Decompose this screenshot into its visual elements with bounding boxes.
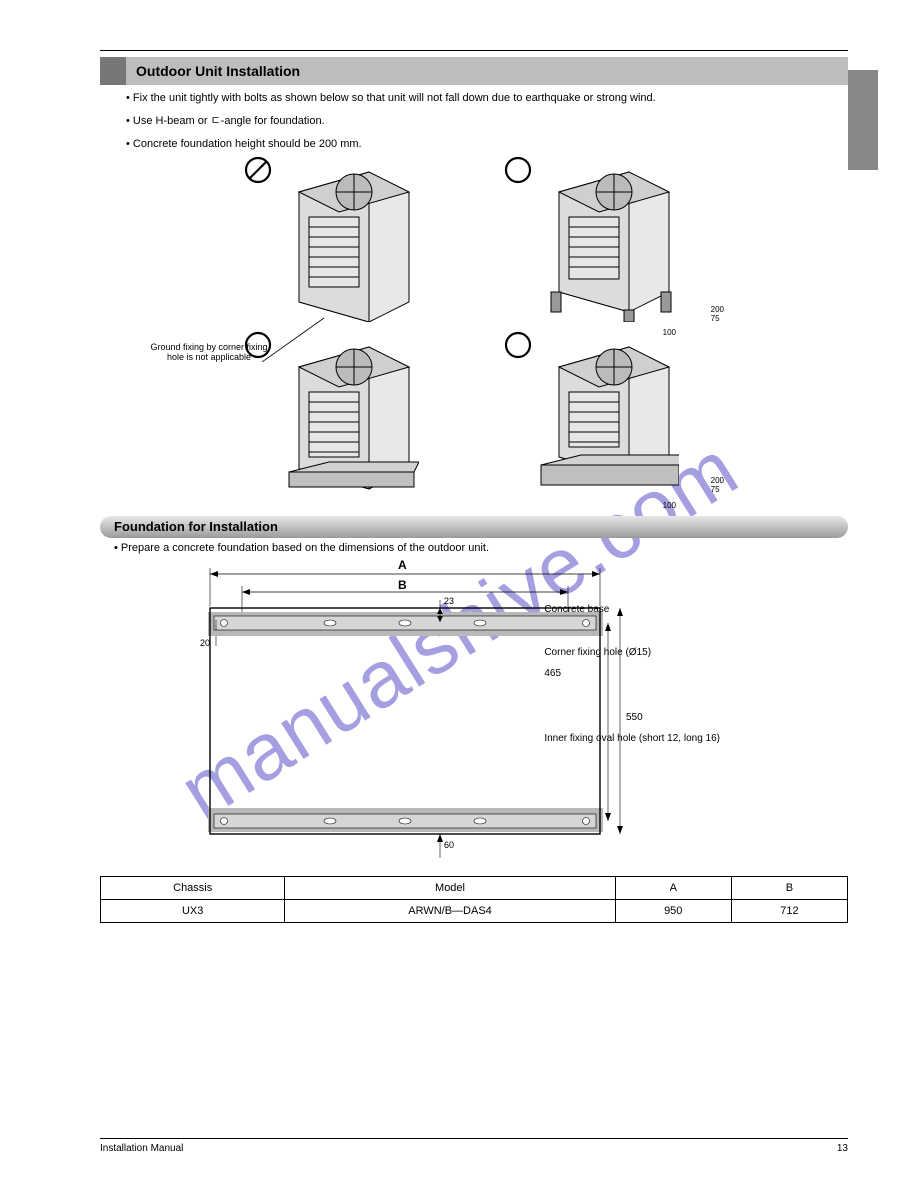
- dim-h-min: 75: [711, 314, 720, 323]
- ok-icon: [504, 331, 532, 359]
- dim-group: 200 75: [711, 476, 724, 494]
- cell-A: 950: [615, 899, 731, 922]
- unit-cell-ok-3: 200 75 100: [514, 337, 694, 502]
- units-row-1: Ground fixing by corner fixing hole is n…: [100, 162, 848, 327]
- dim-w-min: 100: [663, 501, 676, 510]
- dim-h-min: 75: [711, 485, 720, 494]
- table-row: UX3 ARWN/B—DAS4 950 712: [101, 899, 848, 922]
- dim-B: B: [398, 578, 407, 592]
- ok-icon: [504, 156, 532, 184]
- unit-cell-ok-1: 200 75 100: [514, 162, 694, 327]
- outdoor-unit-drawing: [529, 337, 679, 497]
- dim-60: 60: [444, 840, 454, 850]
- page: Outdoor Unit Installation • Fix the unit…: [0, 0, 918, 953]
- top-rule: [100, 50, 848, 51]
- units-row-2: 200 75 100: [100, 337, 848, 502]
- section-header-band: Outdoor Unit Installation: [100, 57, 848, 85]
- footprint-diagram: A B 23 20 550 60 Concrete base Corner fi…: [180, 562, 600, 862]
- unit-cell-prohibit: Ground fixing by corner fixing hole is n…: [254, 162, 434, 327]
- footer-left: Installation Manual: [100, 1143, 183, 1154]
- col-B: B: [731, 876, 847, 899]
- subsection-title-pill: Foundation for Installation: [100, 516, 848, 538]
- section-title: Outdoor Unit Installation: [136, 63, 300, 79]
- cell-model: ARWN/B—DAS4: [285, 899, 615, 922]
- outdoor-unit-drawing: [269, 337, 419, 497]
- step-number-block: [100, 57, 126, 85]
- dim-A: A: [398, 558, 407, 572]
- side-language-tab: [848, 70, 878, 170]
- footer-page-number: 13: [837, 1143, 848, 1154]
- ok-icon: [244, 331, 272, 359]
- dim-23: 23: [444, 596, 454, 606]
- intro-line-2: • Use H-beam or ㄷ-angle for foundation.: [126, 114, 848, 129]
- legend-inner: Inner fixing oval hole (short 12, long 1…: [544, 731, 720, 746]
- dim-group: 200 75: [711, 305, 724, 323]
- cell-chassis: UX3: [101, 899, 285, 922]
- legend-concrete: Concrete base: [544, 602, 720, 617]
- legend-corner: Corner fixing hole (Ø15): [544, 645, 720, 660]
- intro-line-3: • Concrete foundation height should be 2…: [126, 137, 848, 152]
- dim-h: 200: [711, 305, 724, 314]
- dimension-table: Chassis Model A B UX3 ARWN/B—DAS4 950 71…: [100, 876, 848, 923]
- dim-w-min: 100: [663, 328, 676, 337]
- cell-B: 712: [731, 899, 847, 922]
- footprint-diagram-wrap: A B 23 20 550 60 Concrete base Corner fi…: [180, 562, 848, 862]
- intro-line-1: • Fix the unit tightly with bolts as sho…: [126, 91, 848, 106]
- page-footer: Installation Manual 13: [100, 1138, 848, 1154]
- unit-cell-ok-2: [254, 337, 434, 502]
- outdoor-unit-drawing: [529, 162, 679, 322]
- dim-20: 20: [200, 638, 210, 648]
- dim-h: 200: [711, 476, 724, 485]
- footprint-legend: Concrete base Corner fixing hole (Ø15) 4…: [544, 602, 720, 746]
- prohibit-icon: [244, 156, 272, 184]
- subsection-title: Foundation for Installation: [114, 519, 278, 534]
- subsection-subtitle: • Prepare a concrete foundation based on…: [114, 542, 848, 554]
- outdoor-unit-drawing: [269, 162, 419, 322]
- legend-465: 465: [544, 666, 720, 681]
